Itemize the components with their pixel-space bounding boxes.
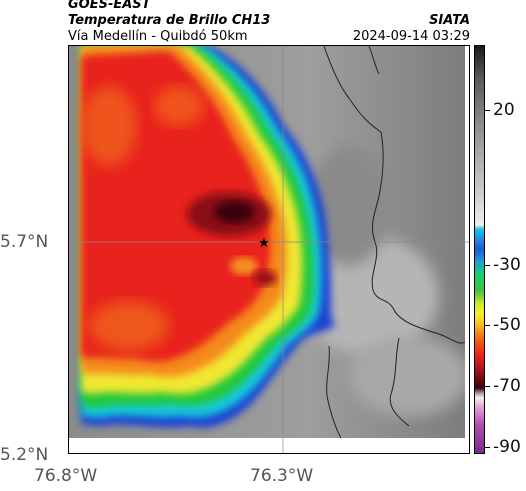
lat-label-5-7: 5.7°N xyxy=(0,232,49,252)
lat-label-5-2: 5.2°N xyxy=(0,445,49,465)
colorbar-label-minus70: -70 xyxy=(493,376,521,396)
agency-label: SIATA xyxy=(429,13,470,28)
cold-core-secondary xyxy=(253,270,277,286)
colorbar-tick xyxy=(485,325,490,326)
colorbar-tick xyxy=(485,110,490,111)
colorbar-label-minus50: -50 xyxy=(493,315,521,335)
satellite-map[interactable]: ★ xyxy=(68,45,470,454)
star-icon: ★ xyxy=(258,236,270,251)
colorbar-label-20: 20 xyxy=(493,100,515,120)
brightness-temperature-field: ★ xyxy=(69,46,469,453)
colorbar-tick xyxy=(485,386,490,387)
colorbar-tick xyxy=(485,447,490,448)
cold-core-deep xyxy=(214,201,254,223)
satellite-title: GOES-EAST xyxy=(68,0,151,12)
colorbar-label-minus90: -90 xyxy=(493,437,521,457)
temperature-colorbar xyxy=(474,45,485,454)
route-subtitle: Vía Medellín - Quibdó 50km xyxy=(68,29,248,44)
product-title: Temperatura de Brillo CH13 xyxy=(68,13,271,28)
lon-label-76-3: 76.3°W xyxy=(250,466,314,486)
timestamp-label: 2024-09-14 03:29 xyxy=(352,29,470,44)
colorbar-tick xyxy=(485,265,490,266)
colorbar-label-minus30: -30 xyxy=(493,255,521,275)
lon-label-76-8: 76.8°W xyxy=(34,466,98,486)
